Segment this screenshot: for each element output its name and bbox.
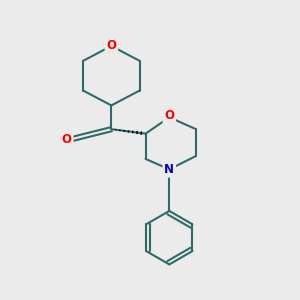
Text: O: O xyxy=(62,133,72,146)
Text: N: N xyxy=(164,163,174,176)
Text: O: O xyxy=(164,109,174,122)
Text: O: O xyxy=(106,40,116,52)
